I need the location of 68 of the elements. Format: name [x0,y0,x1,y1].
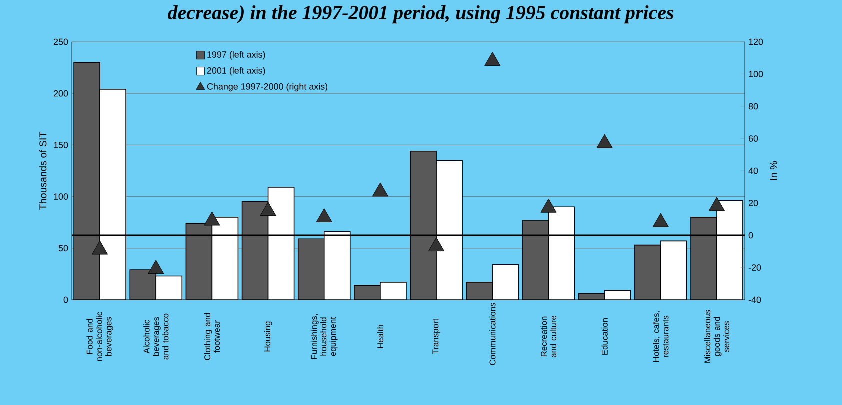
bar [522,220,550,300]
y2-tick-label: 40 [748,168,758,174]
y-tick-label: 150 [54,142,68,148]
bar [324,231,351,300]
bar [354,285,381,300]
bar [466,282,494,300]
y2-tick-label: 100 [749,71,764,78]
point [204,212,220,226]
x-tick-label: Furnishings, household equipment [310,314,338,360]
point [316,208,332,223]
bar [268,187,295,300]
bar [212,217,239,300]
bar [604,290,631,300]
bar [634,244,662,300]
point [540,198,557,213]
bar [156,276,183,300]
point [372,182,389,197]
point [596,134,613,148]
bar [716,200,744,300]
y2-tick-label: 0 [748,232,754,239]
y-tick-label: 50 [58,245,68,252]
y2-tick-label: -40 [748,296,762,304]
x-tick-label: Health [377,325,384,348]
y2-tick-label: -20 [748,264,762,271]
x-tick-label: Food and non-alcoholic beverages [86,312,114,362]
y2-tick-label: 20 [748,200,758,206]
y-tick-label: 0 [64,296,68,304]
y2-axis-title: In % [770,161,778,180]
bar [436,160,463,300]
y-tick-label: 200 [54,90,68,97]
bar [130,270,157,300]
bar [74,62,100,300]
legend-label: Change 1997-2000 (right axis) [207,83,328,92]
y-tick-label: 250 [54,38,68,46]
point [708,197,726,212]
bar [492,264,520,300]
bar [298,238,325,300]
x-tick-label: Education [602,318,608,355]
y2-tick-label: 120 [749,38,764,46]
bar [660,240,688,300]
y2-tick-label: 60 [748,136,758,142]
x-tick-label: Housing [264,322,272,352]
point [652,213,669,228]
x-tick-label: Recreation and culture [540,316,557,358]
bar [242,202,269,300]
x-tick-label: Transport [432,318,440,355]
x-tick-label: Miscellaneous goods and services [704,310,730,363]
y2-tick-label: 80 [748,103,758,110]
y-tick-label: 100 [54,194,68,200]
bar [380,282,407,300]
bar [100,89,126,300]
point [148,260,164,274]
point [92,240,108,255]
y-axis-title: Thousands of SIT [39,132,47,210]
x-tick-label: Communications [490,303,496,366]
x-tick-label: Alcoholic beverages and tobacco [144,314,169,360]
bar [186,223,213,300]
x-tick-label: Hotels, cafes, restaurants [653,312,669,362]
point [260,202,276,216]
bar [548,206,576,300]
point [484,52,501,66]
chart-title: decrease) in the 1997-2001 period, using 1995 constant prices [168,6,674,24]
point [428,238,445,252]
x-tick-label: Clothing and footwear [204,313,220,360]
bar [690,217,718,300]
bar [410,150,437,300]
legend-label: 2001 (left axis) [207,67,266,76]
legend-label: 1997 (left axis) [208,51,266,60]
